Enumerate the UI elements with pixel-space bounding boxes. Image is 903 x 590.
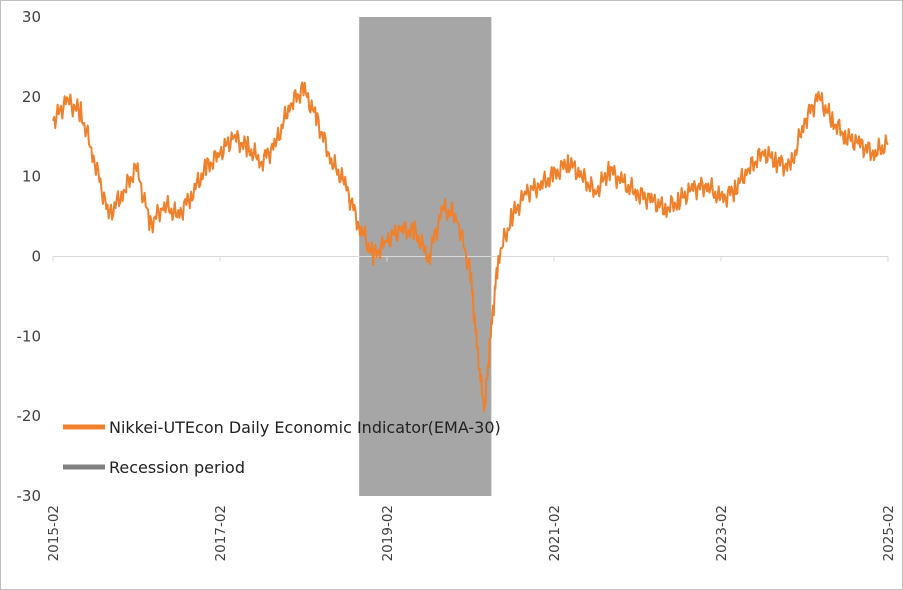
x-tick-label: 2021-02 bbox=[547, 505, 563, 561]
x-tick-label: 2023-02 bbox=[714, 505, 730, 561]
y-tick-label: -10 bbox=[17, 327, 42, 345]
y-tick-label: 20 bbox=[22, 88, 41, 106]
y-tick-label: 0 bbox=[31, 248, 41, 266]
legend-label-recession: Recession period bbox=[109, 458, 245, 477]
y-tick-label: 30 bbox=[22, 8, 41, 26]
x-tick-label: 2025-02 bbox=[881, 505, 897, 561]
y-tick-label: 10 bbox=[22, 168, 41, 186]
series-line bbox=[52, 81, 889, 413]
x-tick-label: 2015-02 bbox=[46, 505, 62, 561]
legend-label-series: Nikkei-UTEcon Daily Economic Indicator(E… bbox=[109, 418, 501, 437]
x-tick-label: 2017-02 bbox=[213, 505, 229, 561]
y-tick-label: -30 bbox=[17, 487, 42, 505]
y-tick-label: -20 bbox=[17, 407, 42, 425]
x-tick-label: 2019-02 bbox=[380, 505, 396, 561]
